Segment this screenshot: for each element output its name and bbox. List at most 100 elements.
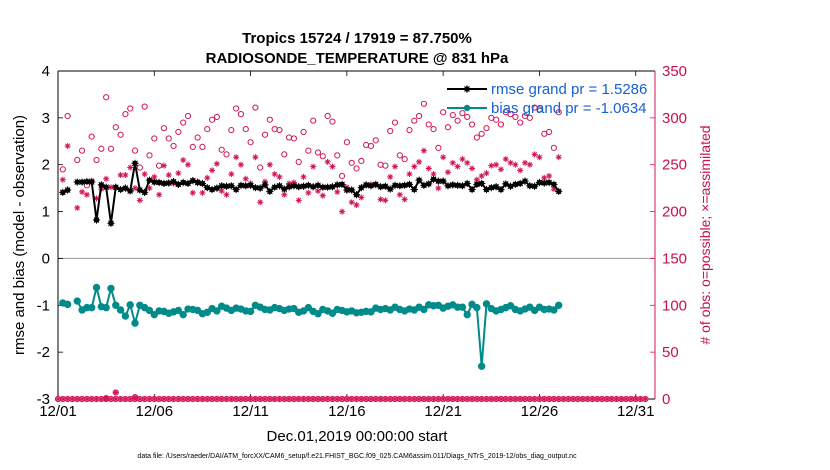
rmse-point [102,183,110,191]
obs-zero-assimilated [301,396,306,402]
obs-zero-assimilated-shape [642,396,648,402]
obs-small-assimilated [113,390,119,395]
obs-zero-assimilated [113,396,119,402]
rmse-point-core [373,181,379,187]
obs-zero-assimilated [320,396,326,402]
obs-zero-assimilated [618,396,624,402]
bias-point [555,301,563,309]
rmse-point [372,180,380,188]
obs-possible-point [184,112,192,120]
obs-zero-assimilated-shape [590,396,595,402]
rmse-point [266,187,274,196]
rmse-point-core [315,182,321,188]
rmse-point-core [469,186,475,193]
obs-possible-point [343,139,350,146]
obs-assimilated-point-shape [237,161,244,168]
obs-assimilated-point-shape [444,169,451,176]
obs-assimilated-point-shape [228,171,235,178]
obs-zero-assimilated [84,396,90,402]
obs-zero-assimilated [561,396,566,402]
rmse-point [261,181,269,189]
obs-possible-point [353,165,360,172]
rmse-point [198,179,207,188]
obs-assimilated-point-shape [204,174,211,181]
obs-possible-point [555,109,562,116]
obs-assimilated-point [141,171,148,178]
chart-subtitle: RADIOSONDE_TEMPERATURE @ 831 hPa [206,50,509,67]
rmse-point [227,182,235,190]
obs-zero-assimilated-shape [382,396,388,402]
rmse-point [521,177,529,185]
obs-assimilated-point [396,191,403,198]
obs-possible-point [526,114,533,121]
obs-assimilated-point [305,189,312,196]
obs-assimilated-point-shape [257,199,264,206]
obs-assimilated-point [209,167,216,174]
obs-possible-point [464,113,471,121]
rmse-point [555,187,563,196]
obs-possible-point [435,144,442,151]
obs-zero-assimilated [200,396,205,402]
obs-assimilated-point [266,161,273,168]
obs-zero-assimilated-shape [320,396,326,402]
obs-assimilated-point-shape [473,176,480,183]
obs-zero-assimilated-shape [123,396,128,402]
obs-zero-assimilated [498,396,504,402]
obs-assimilated-point-shape [122,172,129,179]
obs-zero-assimilated [590,396,595,402]
rmse-point-core [349,187,355,193]
obs-assimilated-point [281,191,288,198]
obs-zero-assimilated [537,396,542,402]
rmse-point-core [329,184,336,190]
obs-zero-assimilated-shape [195,396,201,402]
obs-zero-assimilated-shape [397,396,403,402]
obs-possible-point [406,126,413,134]
obs-zero-assimilated [411,396,417,402]
obs-zero-assimilated-shape [614,396,619,402]
obs-zero-assimilated-shape [633,396,639,402]
obs-zero-assimilated-shape [147,396,152,402]
obs-possible-point [208,116,216,123]
obs-assimilated-point-shape [546,172,553,179]
obs-assimilated-point-shape [151,173,158,180]
obs-possible-point [329,118,336,125]
bias-point [203,308,211,317]
rmse-point [357,184,365,192]
obs-zero-assimilated [633,396,639,402]
obs-zero-assimilated [575,396,581,402]
obs-zero-assimilated-shape [219,396,225,402]
obs-assimilated-point [228,171,235,178]
obs-assimilated-point-shape [136,197,143,204]
obs-assimilated-point [237,161,244,168]
obs-zero-assimilated-shape [363,396,369,402]
obs-possible-point [382,162,389,169]
rmse-point [169,177,178,186]
rmse-point [434,177,442,185]
obs-zero-assimilated-shape [272,396,278,402]
obs-assimilated-point [420,147,427,154]
obs-assimilated-point-shape [536,154,543,161]
obs-assimilated-point [536,154,543,161]
x-tick-label: 12/21 [424,403,462,420]
rmse-point-core [214,185,220,191]
rmse-point-core [223,183,230,189]
rmse-point-core [493,184,499,190]
obs-possible-point [324,112,331,120]
rmse-point-core [180,179,186,186]
obs-assimilated-point-shape [454,163,461,170]
rmse-point [213,184,221,192]
obs-assimilated-point [425,165,432,172]
obs-assimilated-point [440,154,447,161]
obs-zero-assimilated-shape [267,396,273,402]
chart-title: Tropics 15724 / 17919 = 87.750% [242,30,472,47]
x-tick-label: 12/11 [232,403,268,420]
obs-zero-assimilated-shape [435,396,441,402]
rmse-point-core [363,182,369,188]
rmse-point [352,191,361,199]
obs-zero-assimilated [185,396,191,402]
bias-point [473,303,481,312]
obs-zero-assimilated [118,396,123,402]
y2-tick-label: 200 [662,204,687,221]
obs-zero-assimilated [397,396,403,402]
rmse-point-core [267,188,273,195]
